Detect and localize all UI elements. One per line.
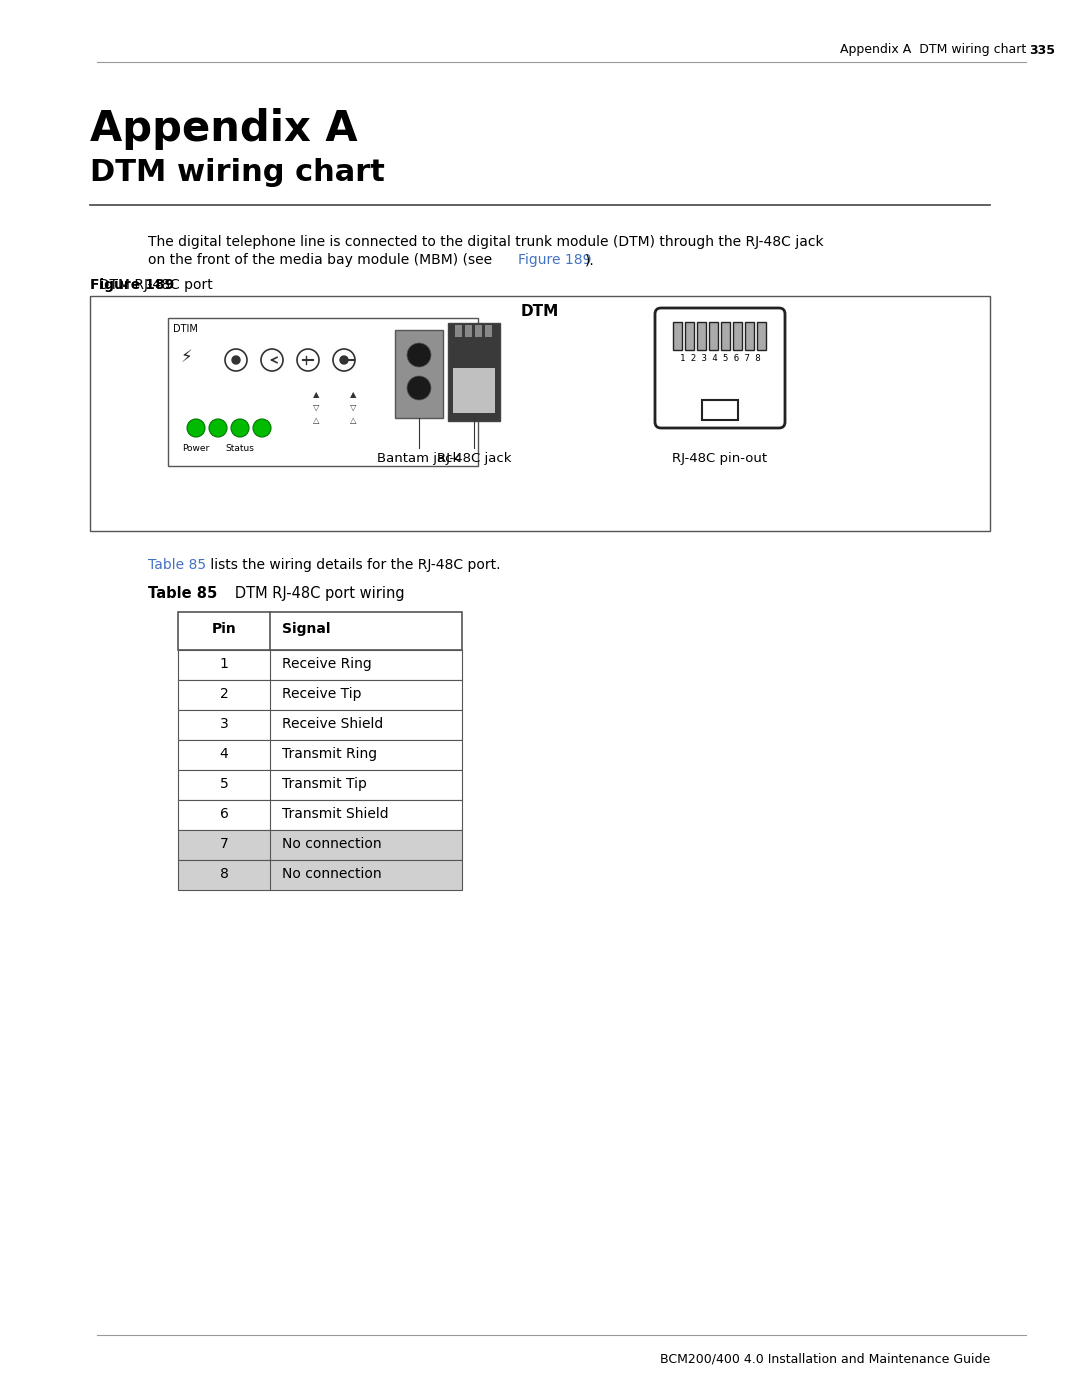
Text: ▲: ▲ <box>350 390 356 400</box>
Text: 3: 3 <box>219 717 228 731</box>
Bar <box>178 770 462 800</box>
Bar <box>178 650 462 680</box>
Text: 8: 8 <box>219 868 229 882</box>
Text: Transmit Shield: Transmit Shield <box>282 807 389 821</box>
Circle shape <box>231 419 249 437</box>
Text: Bantam jack: Bantam jack <box>377 453 461 465</box>
Text: 6: 6 <box>219 807 229 821</box>
Bar <box>178 612 462 650</box>
Bar <box>733 321 742 351</box>
Text: △: △ <box>350 416 356 425</box>
Text: Signal: Signal <box>282 622 330 636</box>
Text: Pin: Pin <box>212 622 237 636</box>
Text: ▽: ▽ <box>350 402 356 412</box>
Text: on the front of the media bay module (MBM) (see: on the front of the media bay module (MB… <box>148 253 497 267</box>
Text: Receive Ring: Receive Ring <box>282 657 372 671</box>
Bar <box>178 740 462 770</box>
Bar <box>178 770 462 800</box>
Text: Figure 189: Figure 189 <box>518 253 592 267</box>
Circle shape <box>210 419 227 437</box>
Text: ▲: ▲ <box>313 390 320 400</box>
Text: Power: Power <box>183 444 210 453</box>
Bar <box>178 680 462 710</box>
Bar <box>178 861 462 890</box>
Bar <box>178 830 462 861</box>
Text: Receive Tip: Receive Tip <box>282 687 362 701</box>
Bar <box>745 321 754 351</box>
Text: DTIM: DTIM <box>173 324 198 334</box>
Bar <box>178 710 462 740</box>
Bar <box>453 367 495 414</box>
Text: Appendix A: Appendix A <box>90 108 357 149</box>
Text: RJ-48C pin-out: RJ-48C pin-out <box>673 453 768 465</box>
Bar <box>178 800 462 830</box>
Text: 1: 1 <box>219 657 229 671</box>
Text: ⚡: ⚡ <box>180 348 192 366</box>
Bar <box>485 326 492 337</box>
Bar <box>178 710 462 740</box>
Text: DTM RJ-48C port wiring: DTM RJ-48C port wiring <box>221 585 405 601</box>
Text: BCM200/400 4.0 Installation and Maintenance Guide: BCM200/400 4.0 Installation and Maintena… <box>660 1352 990 1365</box>
Text: 4: 4 <box>219 747 228 761</box>
Text: RJ-48C jack: RJ-48C jack <box>436 453 511 465</box>
Bar <box>697 321 706 351</box>
Text: DTM wiring chart: DTM wiring chart <box>90 158 384 187</box>
Circle shape <box>253 419 271 437</box>
Bar <box>90 296 990 531</box>
Bar <box>395 330 443 418</box>
Text: ).: ). <box>585 253 595 267</box>
Text: 5: 5 <box>219 777 228 791</box>
Text: Table 85: Table 85 <box>148 557 206 571</box>
Circle shape <box>232 356 240 365</box>
Circle shape <box>407 344 431 367</box>
FancyBboxPatch shape <box>654 307 785 427</box>
Text: No connection: No connection <box>282 868 381 882</box>
Bar <box>178 650 462 680</box>
Text: lists the wiring details for the RJ-48C port.: lists the wiring details for the RJ-48C … <box>206 557 500 571</box>
Bar <box>475 326 482 337</box>
Text: Figure 189: Figure 189 <box>90 278 174 292</box>
Text: 2: 2 <box>219 687 228 701</box>
Text: △: △ <box>313 416 320 425</box>
Text: 335: 335 <box>1029 43 1055 56</box>
Bar <box>178 830 462 861</box>
Text: Transmit Ring: Transmit Ring <box>282 747 377 761</box>
Bar <box>178 861 462 890</box>
Bar <box>685 321 694 351</box>
Text: DTM RJ-48C port: DTM RJ-48C port <box>90 278 213 292</box>
Text: Status: Status <box>226 444 255 453</box>
Text: DTM: DTM <box>521 305 559 319</box>
Bar <box>168 319 478 467</box>
Bar <box>465 326 472 337</box>
Bar <box>721 321 730 351</box>
Circle shape <box>340 356 348 365</box>
Text: Transmit Tip: Transmit Tip <box>282 777 367 791</box>
Text: 7: 7 <box>219 837 228 851</box>
Circle shape <box>407 376 431 400</box>
Bar <box>455 326 462 337</box>
Text: ▽: ▽ <box>313 402 320 412</box>
Text: No connection: No connection <box>282 837 381 851</box>
Text: Receive Shield: Receive Shield <box>282 717 383 731</box>
Bar <box>448 323 500 420</box>
Text: Table 85: Table 85 <box>148 585 217 601</box>
Bar <box>673 321 681 351</box>
Text: 1 2 3 4 5 6 7 8: 1 2 3 4 5 6 7 8 <box>679 353 760 363</box>
Bar <box>178 800 462 830</box>
Text: The digital telephone line is connected to the digital trunk module (DTM) throug: The digital telephone line is connected … <box>148 235 824 249</box>
Text: Appendix A  DTM wiring chart: Appendix A DTM wiring chart <box>840 43 1026 56</box>
Bar <box>708 321 718 351</box>
Bar <box>178 680 462 710</box>
Bar <box>757 321 766 351</box>
Bar <box>178 740 462 770</box>
Circle shape <box>187 419 205 437</box>
Bar <box>702 400 738 420</box>
